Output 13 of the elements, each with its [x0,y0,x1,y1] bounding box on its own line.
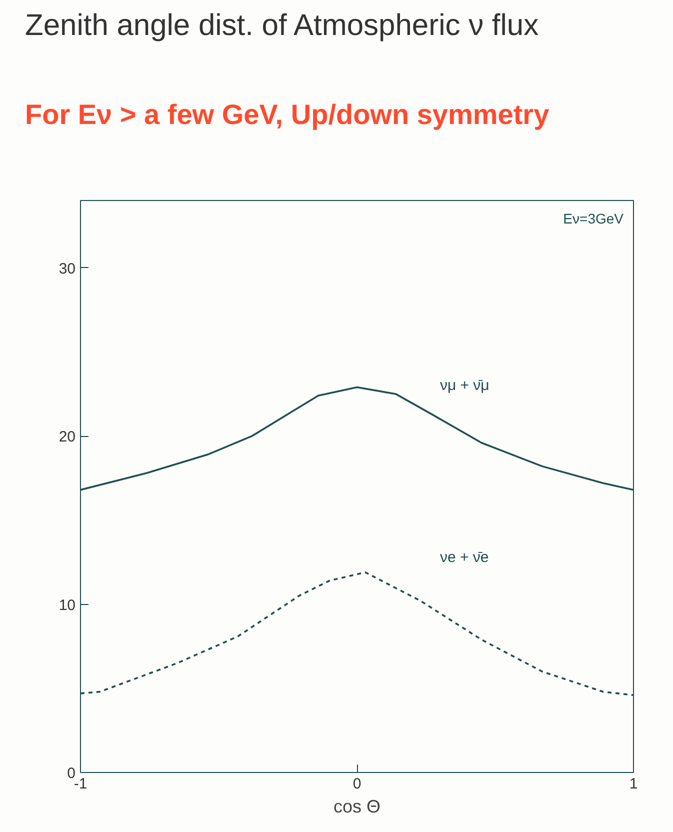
y-tick-label: 0 [67,765,76,782]
y-tick-label: 10 [58,596,76,614]
y-tick-label: 20 [58,428,76,446]
x-tick-label: 1 [629,776,638,792]
text: For Eν > a few GeV, Up/down symmetry [25,98,550,132]
annotation: Eν=3GeV [563,210,624,226]
y-tick-label: 30 [58,260,76,278]
x-axis-title: cos Θ [333,796,381,816]
x-tick-label: -1 [74,776,88,792]
x-tick-label: 0 [352,776,362,792]
chart-title: Zenith angle dist. of Atmospheric ν flux [25,8,539,44]
text: νe + ν̄e [440,549,489,566]
series-label: νμ + ν̄μ [440,377,490,394]
